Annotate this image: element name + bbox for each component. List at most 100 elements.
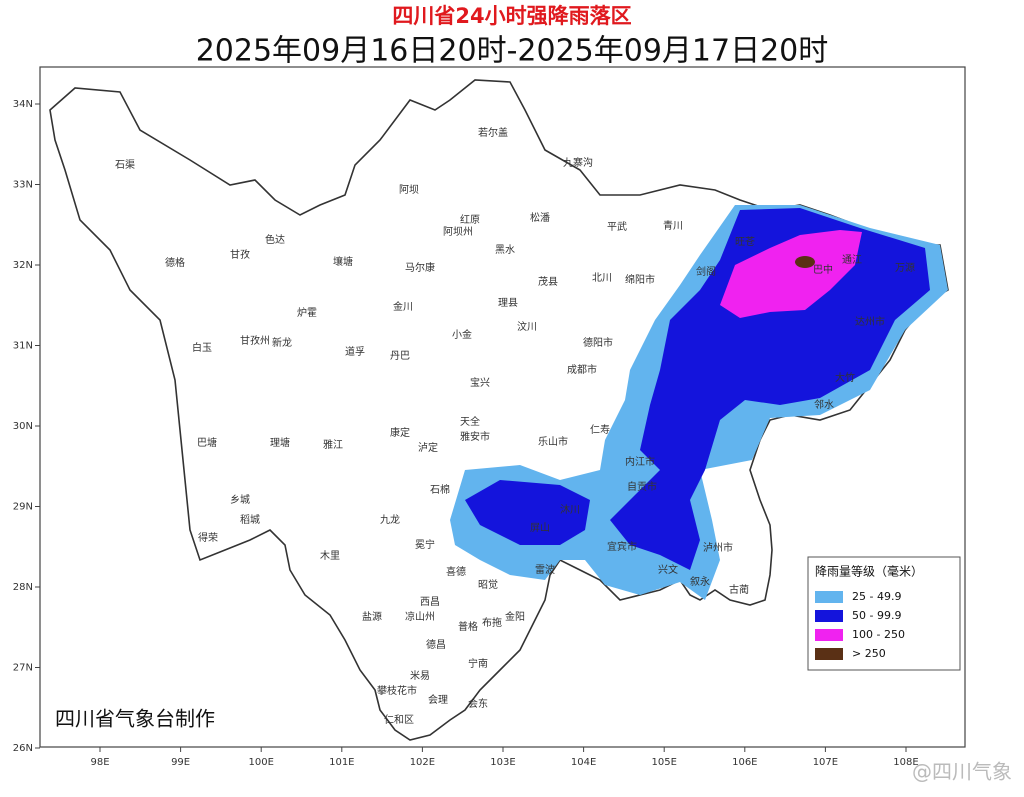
lat-label: 32N [13, 260, 33, 271]
place-label: 稻城 [240, 514, 260, 526]
place-label: 兴文 [658, 563, 678, 576]
lat-label: 33N [13, 180, 33, 191]
lon-label: 102E [410, 757, 435, 768]
place-label: 理县 [498, 297, 518, 309]
place-label: 松潘 [530, 211, 550, 224]
place-label: 丹巴 [390, 350, 410, 362]
lat-label: 31N [13, 341, 33, 352]
lat-label: 27N [13, 663, 33, 674]
place-label: 若尔盖 [478, 126, 508, 139]
place-label: 沐川 [560, 503, 580, 516]
place-label: 昭觉 [478, 579, 498, 591]
place-label: 邻水 [814, 398, 834, 411]
place-label: 剑阁 [696, 265, 716, 278]
lon-label: 106E [732, 757, 757, 768]
place-label: 白玉 [192, 341, 212, 354]
legend-swatch [815, 629, 843, 641]
credit: 四川省气象台制作 [55, 707, 215, 731]
legend: 降雨量等级（毫米） 25 - 49.9 50 - 99.9 100 - 250 > 2… [807, 556, 961, 671]
place-label: 道孚 [345, 345, 365, 358]
lon-label: 101E [329, 757, 354, 768]
place-label: 宝兴 [470, 376, 490, 389]
place-label: 雅安市 [460, 430, 490, 443]
place-label: 冕宁 [415, 538, 435, 551]
place-label: 泸州市 [703, 541, 733, 554]
place-label: 炉霍 [297, 307, 317, 319]
place-label: 黑水 [495, 244, 515, 256]
place-label: 甘孜 [230, 248, 250, 261]
place-label: 九龙 [380, 513, 400, 526]
place-label: 木里 [320, 550, 340, 562]
place-label: 乐山市 [538, 435, 568, 448]
rain-50 [465, 480, 590, 545]
place-label: 新龙 [272, 336, 292, 349]
place-label: 大竹 [835, 371, 855, 384]
place-label: 布拖 [482, 616, 502, 629]
legend-swatch [815, 610, 843, 622]
place-label: 德昌 [426, 638, 446, 651]
place-label: 泸定 [418, 441, 438, 454]
place-label: 巴塘 [197, 436, 217, 449]
legend-swatch [815, 648, 843, 660]
place-label: 平武 [607, 220, 627, 233]
lon-label: 99E [171, 757, 190, 768]
lon-label: 107E [813, 757, 838, 768]
place-label: 会理 [428, 693, 448, 706]
place-label: 乡城 [230, 494, 250, 506]
place-label: 古蔺 [729, 583, 749, 596]
place-label: 自贡市 [627, 480, 657, 493]
place-label: 汶川 [517, 320, 537, 333]
place-label: 米易 [410, 669, 430, 682]
lat-label: 30N [13, 421, 33, 432]
place-label: 攀枝花市 [377, 684, 417, 697]
rain-100 [720, 230, 862, 318]
place-label: 内江市 [625, 455, 655, 468]
place-label: 成都市 [567, 363, 597, 376]
place-label: 西昌 [420, 596, 440, 608]
place-label: 宜宾市 [607, 540, 637, 553]
legend-title: 降雨量等级（毫米） [815, 564, 923, 579]
place-label: 阿坝 [399, 184, 419, 196]
lon-label: 104E [571, 757, 596, 768]
place-label: 得荣 [198, 532, 218, 544]
place-label: 仁和区 [384, 714, 414, 726]
place-label: 德阳市 [583, 336, 613, 349]
title: 四川省24小时强降雨落区 [392, 4, 631, 28]
place-label: 万源 [895, 261, 915, 274]
place-label: 达州市 [855, 315, 885, 328]
place-label: 屏山 [530, 522, 550, 534]
place-label: 雷波 [535, 563, 555, 576]
lon-label: 103E [490, 757, 515, 768]
place-label: 青川 [663, 219, 683, 232]
place-label: 巴中 [813, 263, 833, 276]
place-label: 壤塘 [333, 255, 353, 268]
legend-label: 25 - 49.9 [852, 590, 901, 603]
place-label: 小金 [452, 328, 472, 341]
place-label: 马尔康 [405, 261, 435, 274]
lat-label: 26N [13, 743, 33, 754]
place-label: 喜德 [446, 565, 466, 578]
legend-label: 50 - 99.9 [852, 609, 901, 622]
rain-250 [795, 256, 815, 268]
legend-swatch [815, 591, 843, 603]
lon-label: 105E [651, 757, 676, 768]
place-label: 康定 [390, 426, 410, 439]
place-label: 仁寿 [590, 423, 610, 436]
lat-label: 28N [13, 582, 33, 593]
place-label: 叙永 [690, 575, 710, 588]
place-label: 通江 [842, 254, 862, 266]
lon-label: 98E [90, 757, 109, 768]
place-label: 石渠 [115, 159, 135, 171]
place-label: 红原 [460, 213, 480, 226]
place-label: 理塘 [270, 436, 290, 449]
place-label: 北川 [592, 272, 612, 284]
place-label: 金川 [393, 300, 413, 313]
place-label: 石棉 [430, 483, 450, 496]
lat-label: 34N [13, 99, 33, 110]
watermark: @四川气象 [912, 760, 1012, 784]
lon-label: 100E [248, 757, 273, 768]
place-label: 天全 [460, 415, 480, 428]
lat-label: 29N [13, 502, 33, 513]
